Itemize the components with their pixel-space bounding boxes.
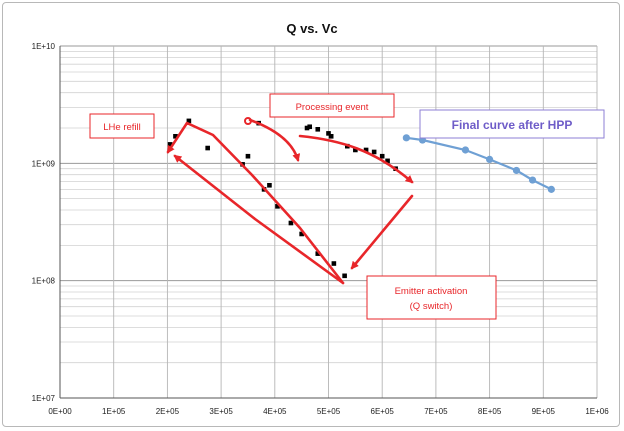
data-point: [331, 261, 337, 266]
data-point: [385, 158, 390, 164]
arrow-lhe-refill-return: [173, 154, 345, 285]
data-point: [307, 124, 313, 130]
annotation-lhe-refill-label: LHe refill: [103, 122, 141, 133]
y-tick-label: 1E+07: [32, 394, 56, 403]
annotation-processing-event: Processing event: [269, 93, 395, 118]
data-point: [461, 146, 470, 154]
x-tick-label: 0E+00: [48, 407, 72, 416]
data-point: [512, 166, 521, 175]
annotation-processing-event-label: Processing event: [296, 102, 369, 113]
series: [167, 118, 555, 279]
data-point: [371, 149, 377, 155]
data-point: [186, 118, 192, 124]
data-point: [267, 182, 272, 188]
grid: [59, 45, 598, 399]
data-point: [402, 134, 410, 142]
tick-labels: 0E+00 1E+05 2E+05 3E+05 4E+05 5E+05 6E+05 7E+05…: [32, 42, 610, 416]
x-tick-label: 6E+05: [371, 407, 395, 416]
data-point: [528, 176, 537, 184]
chart-title: Q vs. Vc: [286, 21, 337, 36]
y-tick-label: 1E+10: [32, 42, 56, 51]
y-tick-label: 1E+08: [32, 277, 56, 286]
data-point: [486, 155, 494, 164]
x-tick-label: 9E+05: [532, 407, 556, 416]
data-point: [547, 185, 555, 193]
data-point: [363, 147, 369, 153]
data-point: [328, 133, 334, 139]
data-point: [167, 142, 173, 147]
x-tick-label: 5E+05: [317, 407, 341, 416]
arrow-processing-curve: [298, 134, 414, 184]
chart-frame: [2, 2, 620, 427]
data-point: [315, 251, 321, 256]
x-tick-label: 3E+05: [209, 407, 233, 416]
data-point: [288, 220, 294, 226]
data-point: [245, 153, 251, 159]
data-point: [205, 145, 210, 151]
series-2: [402, 134, 555, 193]
arrow-start-dot: [244, 117, 252, 125]
x-tick-label: 8E+05: [478, 407, 502, 416]
annotation-q-switch-label: (Q switch): [410, 301, 453, 312]
arrow-to-emitter: [350, 194, 414, 270]
y-tick-label: 1E+09: [32, 159, 56, 168]
data-point: [299, 231, 304, 237]
arrow-lhe-refill-outline: [166, 121, 345, 285]
x-tick-label: 1E+05: [102, 407, 126, 416]
legend-final-curve: Final curve after HPP: [419, 109, 605, 139]
x-tick-label: 4E+05: [263, 407, 287, 416]
x-tick-label: 1E+06: [585, 407, 609, 416]
data-point: [353, 147, 358, 153]
arrow-processing-event: [248, 118, 301, 162]
annotation-emitter-activation-label: Emitter activation: [395, 286, 468, 297]
data-point: [275, 204, 280, 209]
x-tick-label: 2E+05: [156, 407, 180, 416]
data-point: [315, 127, 321, 132]
data-point: [304, 125, 310, 131]
annotation-arrows: [166, 117, 414, 285]
data-point: [342, 273, 347, 279]
series-1: [167, 118, 398, 279]
data-point: [326, 131, 331, 136]
annotation-emitter-activation: Emitter activation (Q switch): [366, 275, 497, 320]
data-point: [173, 133, 178, 139]
annotation-lhe-refill: LHe refill: [89, 113, 155, 139]
legend-final-curve-label: Final curve after HPP: [452, 118, 573, 132]
x-tick-label: 7E+05: [424, 407, 448, 416]
data-point: [379, 153, 385, 159]
